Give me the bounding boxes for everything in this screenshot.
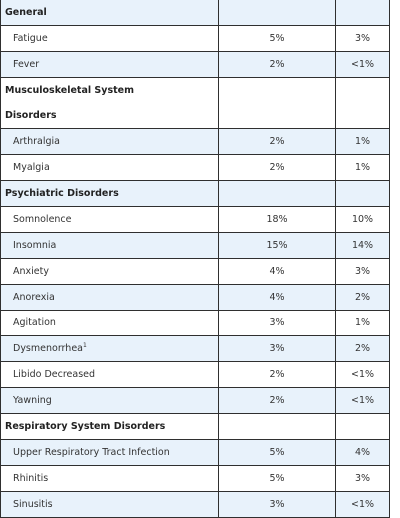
cell-label: Anxiety	[13, 265, 49, 277]
event-name: Agitation	[0, 309, 219, 337]
drug-percent-cell: 5%	[218, 438, 336, 466]
placebo-percent-cell	[335, 0, 390, 26]
cell-label: Rhinitis	[13, 472, 49, 484]
placebo-percent-cell	[335, 76, 390, 130]
section-title: Musculoskeletal System Disorders	[0, 76, 219, 130]
section-header-row: Musculoskeletal System Disorders	[0, 76, 390, 130]
placebo-percent-cell: 10%	[335, 205, 390, 233]
placebo-percent-cell: 4%	[335, 438, 390, 466]
event-name: Libido Decreased	[0, 361, 219, 389]
placebo-percent-cell: <1%	[335, 50, 390, 78]
table-row: Anxiety 4% 3%	[0, 257, 390, 285]
cell-label: Dysmenorrhea	[13, 343, 83, 355]
drug-percent-cell: 5%	[218, 24, 336, 52]
event-name: Fatigue	[0, 24, 219, 52]
placebo-percent-cell: <1%	[335, 387, 390, 415]
drug-percent-cell: 2%	[218, 154, 336, 182]
placebo-percent-cell: 2%	[335, 283, 390, 311]
placebo-percent-cell: 1%	[335, 128, 390, 156]
section-title: Respiratory System Disorders	[0, 413, 219, 440]
table-row: Yawning 2% <1%	[0, 387, 390, 415]
drug-percent-cell: 2%	[218, 361, 336, 389]
drug-percent-cell	[218, 76, 336, 130]
drug-percent-cell: 2%	[218, 128, 336, 156]
table-row: Insomnia 15% 14%	[0, 231, 390, 259]
cell-label: Somnolence	[13, 213, 72, 225]
placebo-percent-cell: 14%	[335, 231, 390, 259]
cell-label: Arthralgia	[13, 136, 61, 148]
placebo-percent-cell	[335, 413, 390, 440]
event-name: Yawning	[0, 387, 219, 415]
placebo-percent-cell: 3%	[335, 464, 390, 492]
table-row: Anorexia 4% 2%	[0, 283, 390, 311]
event-name: Arthralgia	[0, 128, 219, 156]
drug-percent-cell	[218, 413, 336, 440]
event-name: Myalgia	[0, 154, 219, 182]
adverse-events-table: General Fatigue 5% 3% Fever 2% <1% Musculoskele…	[0, 0, 390, 518]
cell-label: General	[5, 6, 47, 18]
placebo-percent-cell: <1%	[335, 361, 390, 389]
drug-percent-cell: 4%	[218, 283, 336, 311]
event-name: Somnolence	[0, 205, 219, 233]
event-name: Fever	[0, 50, 219, 78]
table-row: Myalgia 2% 1%	[0, 154, 390, 182]
section-header-row: Psychiatric Disorders	[0, 180, 390, 207]
section-header-row: Respiratory System Disorders	[0, 413, 390, 440]
event-name: Sinusitis	[0, 490, 219, 518]
placebo-percent-cell: 3%	[335, 24, 390, 52]
placebo-percent-cell: <1%	[335, 490, 390, 518]
drug-percent-cell: 3%	[218, 309, 336, 337]
drug-percent-cell	[218, 0, 336, 26]
event-name: Rhinitis	[0, 464, 219, 492]
table-row: Rhinitis 5% 3%	[0, 464, 390, 492]
cell-label: Insomnia	[13, 239, 57, 251]
drug-percent-cell: 15%	[218, 231, 336, 259]
table-row: Sinusitis 3% <1%	[0, 490, 390, 518]
table-body: General Fatigue 5% 3% Fever 2% <1% Musculoskele…	[0, 0, 390, 518]
cell-label: Sinusitis	[13, 498, 53, 510]
placebo-percent-cell: 1%	[335, 154, 390, 182]
cell-label: Anorexia	[13, 291, 55, 303]
section-title: Psychiatric Disorders	[0, 180, 219, 207]
drug-percent-cell: 2%	[218, 387, 336, 415]
drug-percent-cell	[218, 180, 336, 207]
cell-label: Respiratory System Disorders	[5, 421, 166, 432]
cell-label: Psychiatric Disorders	[5, 187, 119, 199]
cell-label: Fatigue	[13, 32, 48, 44]
table-row: Agitation 3% 1%	[0, 309, 390, 337]
placebo-percent-cell: 2%	[335, 335, 390, 363]
cell-label: Agitation	[13, 317, 56, 329]
drug-percent-cell: 2%	[218, 50, 336, 78]
event-name: Insomnia	[0, 231, 219, 259]
section-title: General	[0, 0, 219, 26]
table-row: Fatigue 5% 3%	[0, 24, 390, 52]
event-name: Upper Respiratory Tract Infection	[0, 438, 219, 466]
drug-percent-cell: 18%	[218, 205, 336, 233]
cell-label: Upper Respiratory Tract Infection	[13, 446, 170, 458]
table-row: Arthralgia 2% 1%	[0, 128, 390, 156]
cell-label: Musculoskeletal System Disorders	[5, 84, 134, 121]
footnote-marker: 1	[82, 342, 87, 350]
drug-percent-cell: 3%	[218, 490, 336, 518]
cell-label: Libido Decreased	[13, 369, 96, 381]
placebo-percent-cell: 1%	[335, 309, 390, 337]
table-row: Libido Decreased 2% <1%	[0, 361, 390, 389]
drug-percent-cell: 5%	[218, 464, 336, 492]
table-row: Fever 2% <1%	[0, 50, 390, 78]
placebo-percent-cell: 3%	[335, 257, 390, 285]
cell-label: Yawning	[13, 395, 52, 407]
section-header-row: General	[0, 0, 390, 26]
table-row: Upper Respiratory Tract Infection 5% 4%	[0, 438, 390, 466]
cell-label: Fever	[13, 58, 40, 70]
drug-percent-cell: 4%	[218, 257, 336, 285]
event-name: Anxiety	[0, 257, 219, 285]
cell-label: Myalgia	[13, 162, 50, 174]
drug-percent-cell: 3%	[218, 335, 336, 363]
event-name: Dysmenorrhea1	[0, 335, 219, 363]
table-row: Somnolence 18% 10%	[0, 205, 390, 233]
placebo-percent-cell	[335, 180, 390, 207]
table-row: Dysmenorrhea1 3% 2%	[0, 335, 390, 363]
event-name: Anorexia	[0, 283, 219, 311]
